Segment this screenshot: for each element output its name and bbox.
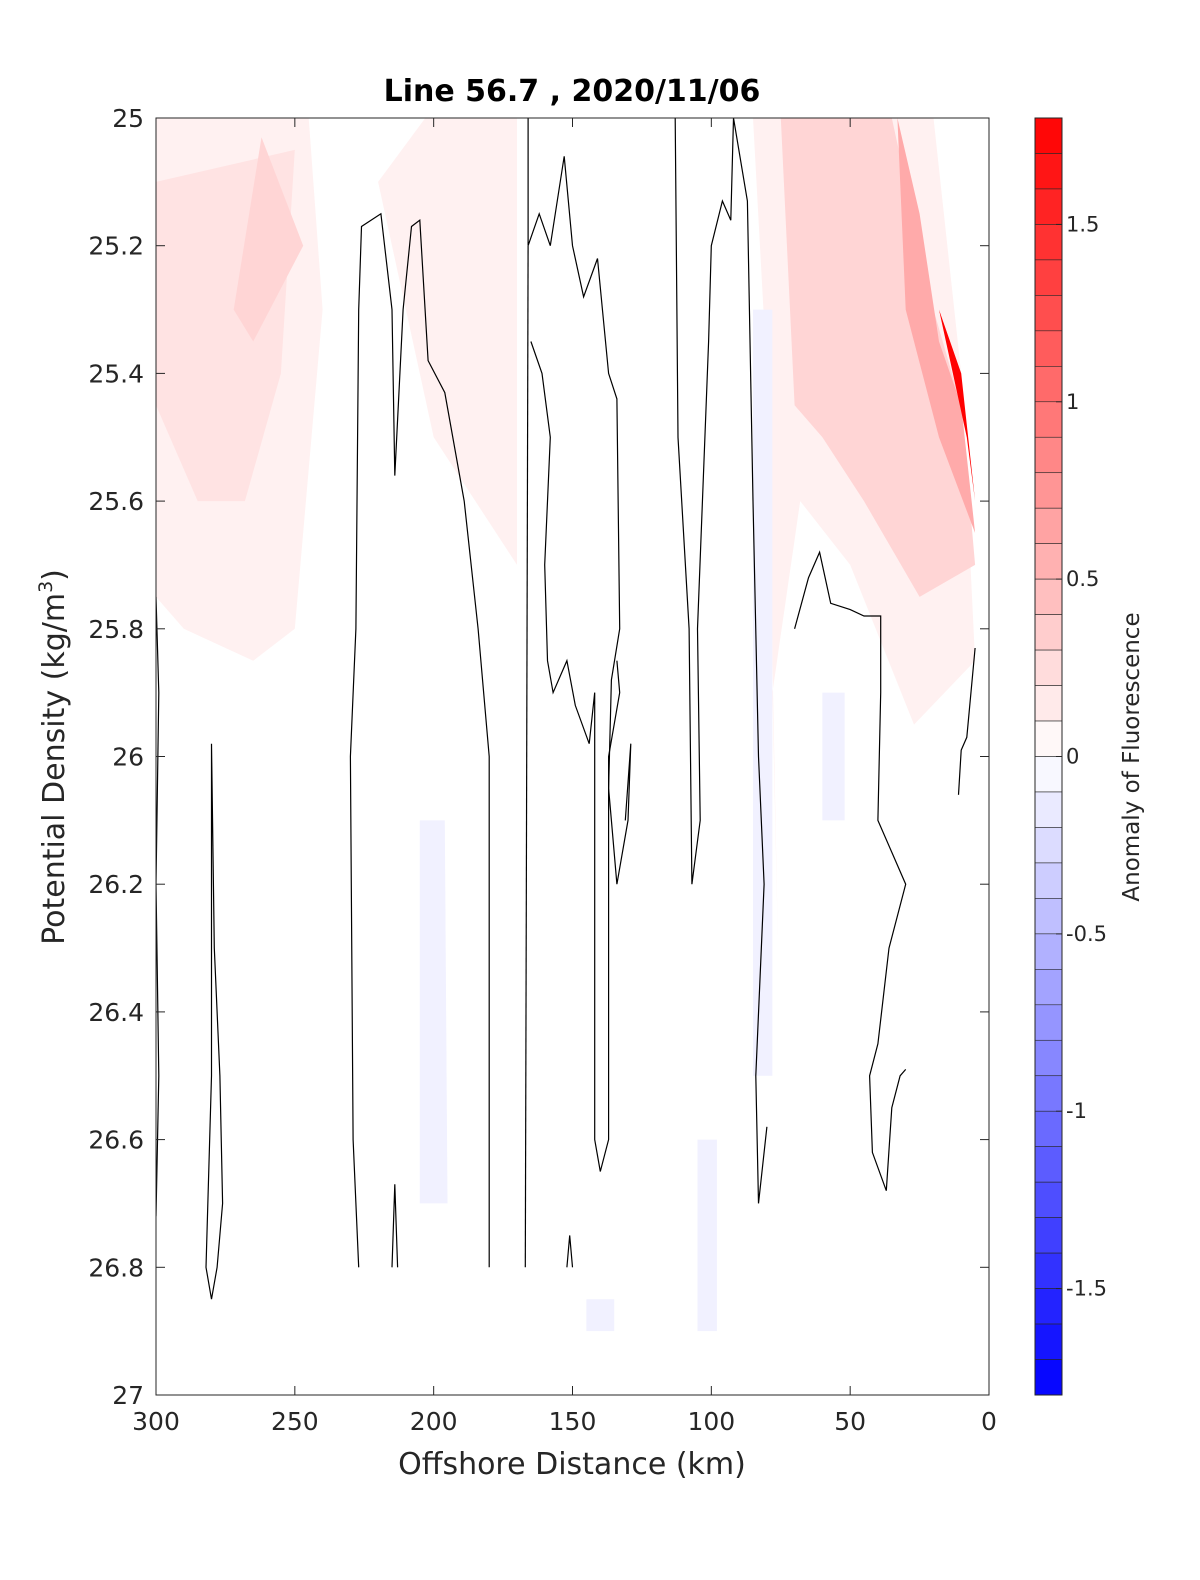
fill-region-mid-positive-band bbox=[378, 118, 517, 565]
y-axis-label-main: Potential Density (kg/m bbox=[37, 593, 72, 945]
x-tick-label: 50 bbox=[834, 1407, 866, 1436]
colorbar-level bbox=[1034, 117, 1063, 154]
colorbar-level bbox=[1034, 436, 1063, 474]
contour-line-9 bbox=[674, 118, 768, 1204]
colorbar-level bbox=[1034, 259, 1063, 296]
y-axis-label: Potential Density (kg/m3) bbox=[35, 569, 72, 945]
y-tick-label: 25.6 bbox=[88, 487, 144, 516]
y-tick-label: 26 bbox=[112, 743, 144, 772]
colorbar-tick-label: 1.5 bbox=[1066, 212, 1099, 236]
colorbar-tick-label: -0.5 bbox=[1066, 922, 1107, 946]
filled-contours bbox=[156, 118, 976, 1332]
colorbar-level bbox=[1034, 1217, 1063, 1254]
contour-line-5 bbox=[527, 118, 632, 885]
fill-region-negative-patch-1 bbox=[419, 820, 448, 1204]
colorbar-level bbox=[1034, 330, 1063, 367]
fill-region-nearshore-positive-inner bbox=[897, 118, 976, 533]
colorbar-level bbox=[1034, 933, 1063, 970]
y-tick-label: 26.4 bbox=[88, 998, 144, 1027]
x-tick-label: 300 bbox=[132, 1407, 180, 1436]
y-tick-label: 27 bbox=[112, 1381, 144, 1410]
colorbar-tick-label: 0 bbox=[1066, 745, 1079, 769]
colorbar-level bbox=[1034, 366, 1063, 403]
colorbar-level bbox=[1034, 1323, 1063, 1360]
y-tick-label: 26.8 bbox=[88, 1253, 144, 1282]
colorbar-level bbox=[1034, 153, 1063, 190]
colorbar-level bbox=[1034, 969, 1063, 1006]
contour-line-7 bbox=[524, 245, 529, 1268]
colorbar-level bbox=[1034, 295, 1063, 332]
contour-line-6 bbox=[530, 341, 621, 1172]
colorbar-level bbox=[1034, 1004, 1063, 1041]
y-tick-label: 25.8 bbox=[88, 615, 144, 644]
fill-region-negative-patch-3 bbox=[822, 692, 845, 821]
colorbar-level bbox=[1034, 224, 1063, 261]
contour-line-3 bbox=[349, 212, 490, 1268]
colorbar-level bbox=[1034, 1359, 1063, 1396]
colorbar-level bbox=[1034, 649, 1063, 686]
colorbar-level bbox=[1034, 614, 1063, 651]
fill-region-negative-patch-5 bbox=[586, 1299, 615, 1332]
colorbar-level bbox=[1034, 1110, 1063, 1147]
contour-line-4 bbox=[391, 1184, 399, 1268]
colorbar-level bbox=[1034, 1039, 1063, 1077]
colorbar-level bbox=[1034, 578, 1063, 615]
x-tick-label: 200 bbox=[410, 1407, 458, 1436]
colorbar-level bbox=[1034, 1075, 1063, 1112]
x-tick-label: 100 bbox=[687, 1407, 735, 1436]
colorbar-level bbox=[1034, 543, 1063, 580]
contour-line-2 bbox=[205, 743, 224, 1300]
y-tick-label: 26.6 bbox=[88, 1126, 144, 1155]
x-axis: 300 250 200 150 100 50 0 bbox=[132, 118, 997, 1436]
chart-title: Line 56.7 , 2020/11/06 bbox=[384, 74, 761, 109]
y-axis: 25 25.2 25.4 25.6 25.8 26 26.2 26.4 26.6 26.8 27 bbox=[88, 104, 989, 1410]
contour-line-1 bbox=[156, 596, 160, 1217]
colorbar-level bbox=[1034, 1288, 1063, 1325]
y-axis-label-close: ) bbox=[37, 569, 72, 581]
contour-line-8 bbox=[566, 1235, 574, 1268]
colorbar-tick-label: 1 bbox=[1066, 390, 1079, 414]
colorbar-ticks: 1.5 1 0.5 0 -0.5 -1 -1.5 bbox=[1056, 212, 1107, 1301]
colorbar-tick-label: -1 bbox=[1066, 1099, 1087, 1123]
y-axis-label-superscript: 3 bbox=[35, 581, 57, 593]
colorbar-level bbox=[1034, 472, 1063, 509]
colorbar-level bbox=[1034, 720, 1063, 757]
colorbar-level bbox=[1034, 1146, 1063, 1183]
y-tick-label: 25.2 bbox=[88, 232, 144, 261]
colorbar-level bbox=[1034, 1252, 1063, 1289]
colorbar-level bbox=[1034, 507, 1063, 544]
x-tick-label: 150 bbox=[549, 1407, 597, 1436]
y-tick-label: 26.2 bbox=[88, 870, 144, 899]
colorbar-level bbox=[1034, 862, 1063, 899]
colorbar-level bbox=[1034, 898, 1063, 935]
x-axis-label: Offshore Distance (km) bbox=[398, 1447, 746, 1482]
colorbar-level bbox=[1034, 1181, 1063, 1218]
colorbar-level bbox=[1034, 791, 1063, 828]
colorbar-level bbox=[1034, 401, 1063, 438]
y-tick-label: 25.4 bbox=[88, 359, 144, 388]
fill-region-offshore-positive-core bbox=[233, 137, 304, 342]
y-tick-label: 25 bbox=[112, 104, 144, 133]
contour-line-11 bbox=[957, 647, 976, 795]
colorbar-level bbox=[1034, 756, 1063, 793]
contour-lines bbox=[156, 118, 976, 1300]
contour-line-10 bbox=[794, 550, 907, 1191]
colorbar-label: Anomaly of Fluorescence bbox=[1119, 612, 1145, 901]
x-tick-label: 250 bbox=[271, 1407, 319, 1436]
colorbar-level bbox=[1034, 188, 1063, 225]
fill-region-negative-patch-2 bbox=[753, 309, 773, 1076]
fill-region-nearshore-positive-mid bbox=[780, 118, 976, 597]
colorbar-level bbox=[1034, 685, 1063, 722]
fill-region-negative-patch-4 bbox=[697, 1139, 717, 1332]
colorbar-tick-label: -1.5 bbox=[1066, 1277, 1107, 1301]
colorbar-level bbox=[1034, 827, 1063, 864]
colorbar-tick-label: 0.5 bbox=[1066, 567, 1099, 591]
x-tick-label: 0 bbox=[981, 1407, 997, 1436]
